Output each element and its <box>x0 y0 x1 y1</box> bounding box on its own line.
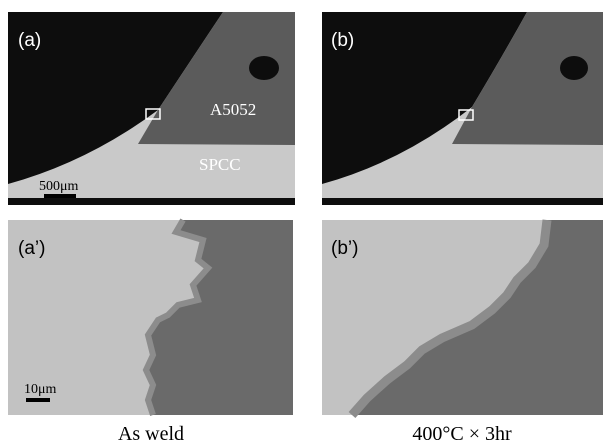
panel-label: (b’) <box>331 238 358 259</box>
micrograph-b <box>322 12 603 205</box>
material-label: SPCC <box>199 155 241 174</box>
panel-label: (a) <box>18 30 41 51</box>
micrograph-b-prime <box>322 220 603 415</box>
scale-bar-label: 500μm <box>39 179 79 194</box>
caption: 400°C × 3hr <box>412 423 512 445</box>
scale-bar-label: 10μm <box>24 382 57 397</box>
panel-label: (a’) <box>18 238 45 259</box>
material-label: A5052 <box>210 100 256 119</box>
caption: As weld <box>118 423 184 445</box>
figure: (a) A5052 SPCC 500μm (b) (a’) 10μm (b’) … <box>0 0 603 445</box>
panel-label: (b) <box>331 30 354 51</box>
